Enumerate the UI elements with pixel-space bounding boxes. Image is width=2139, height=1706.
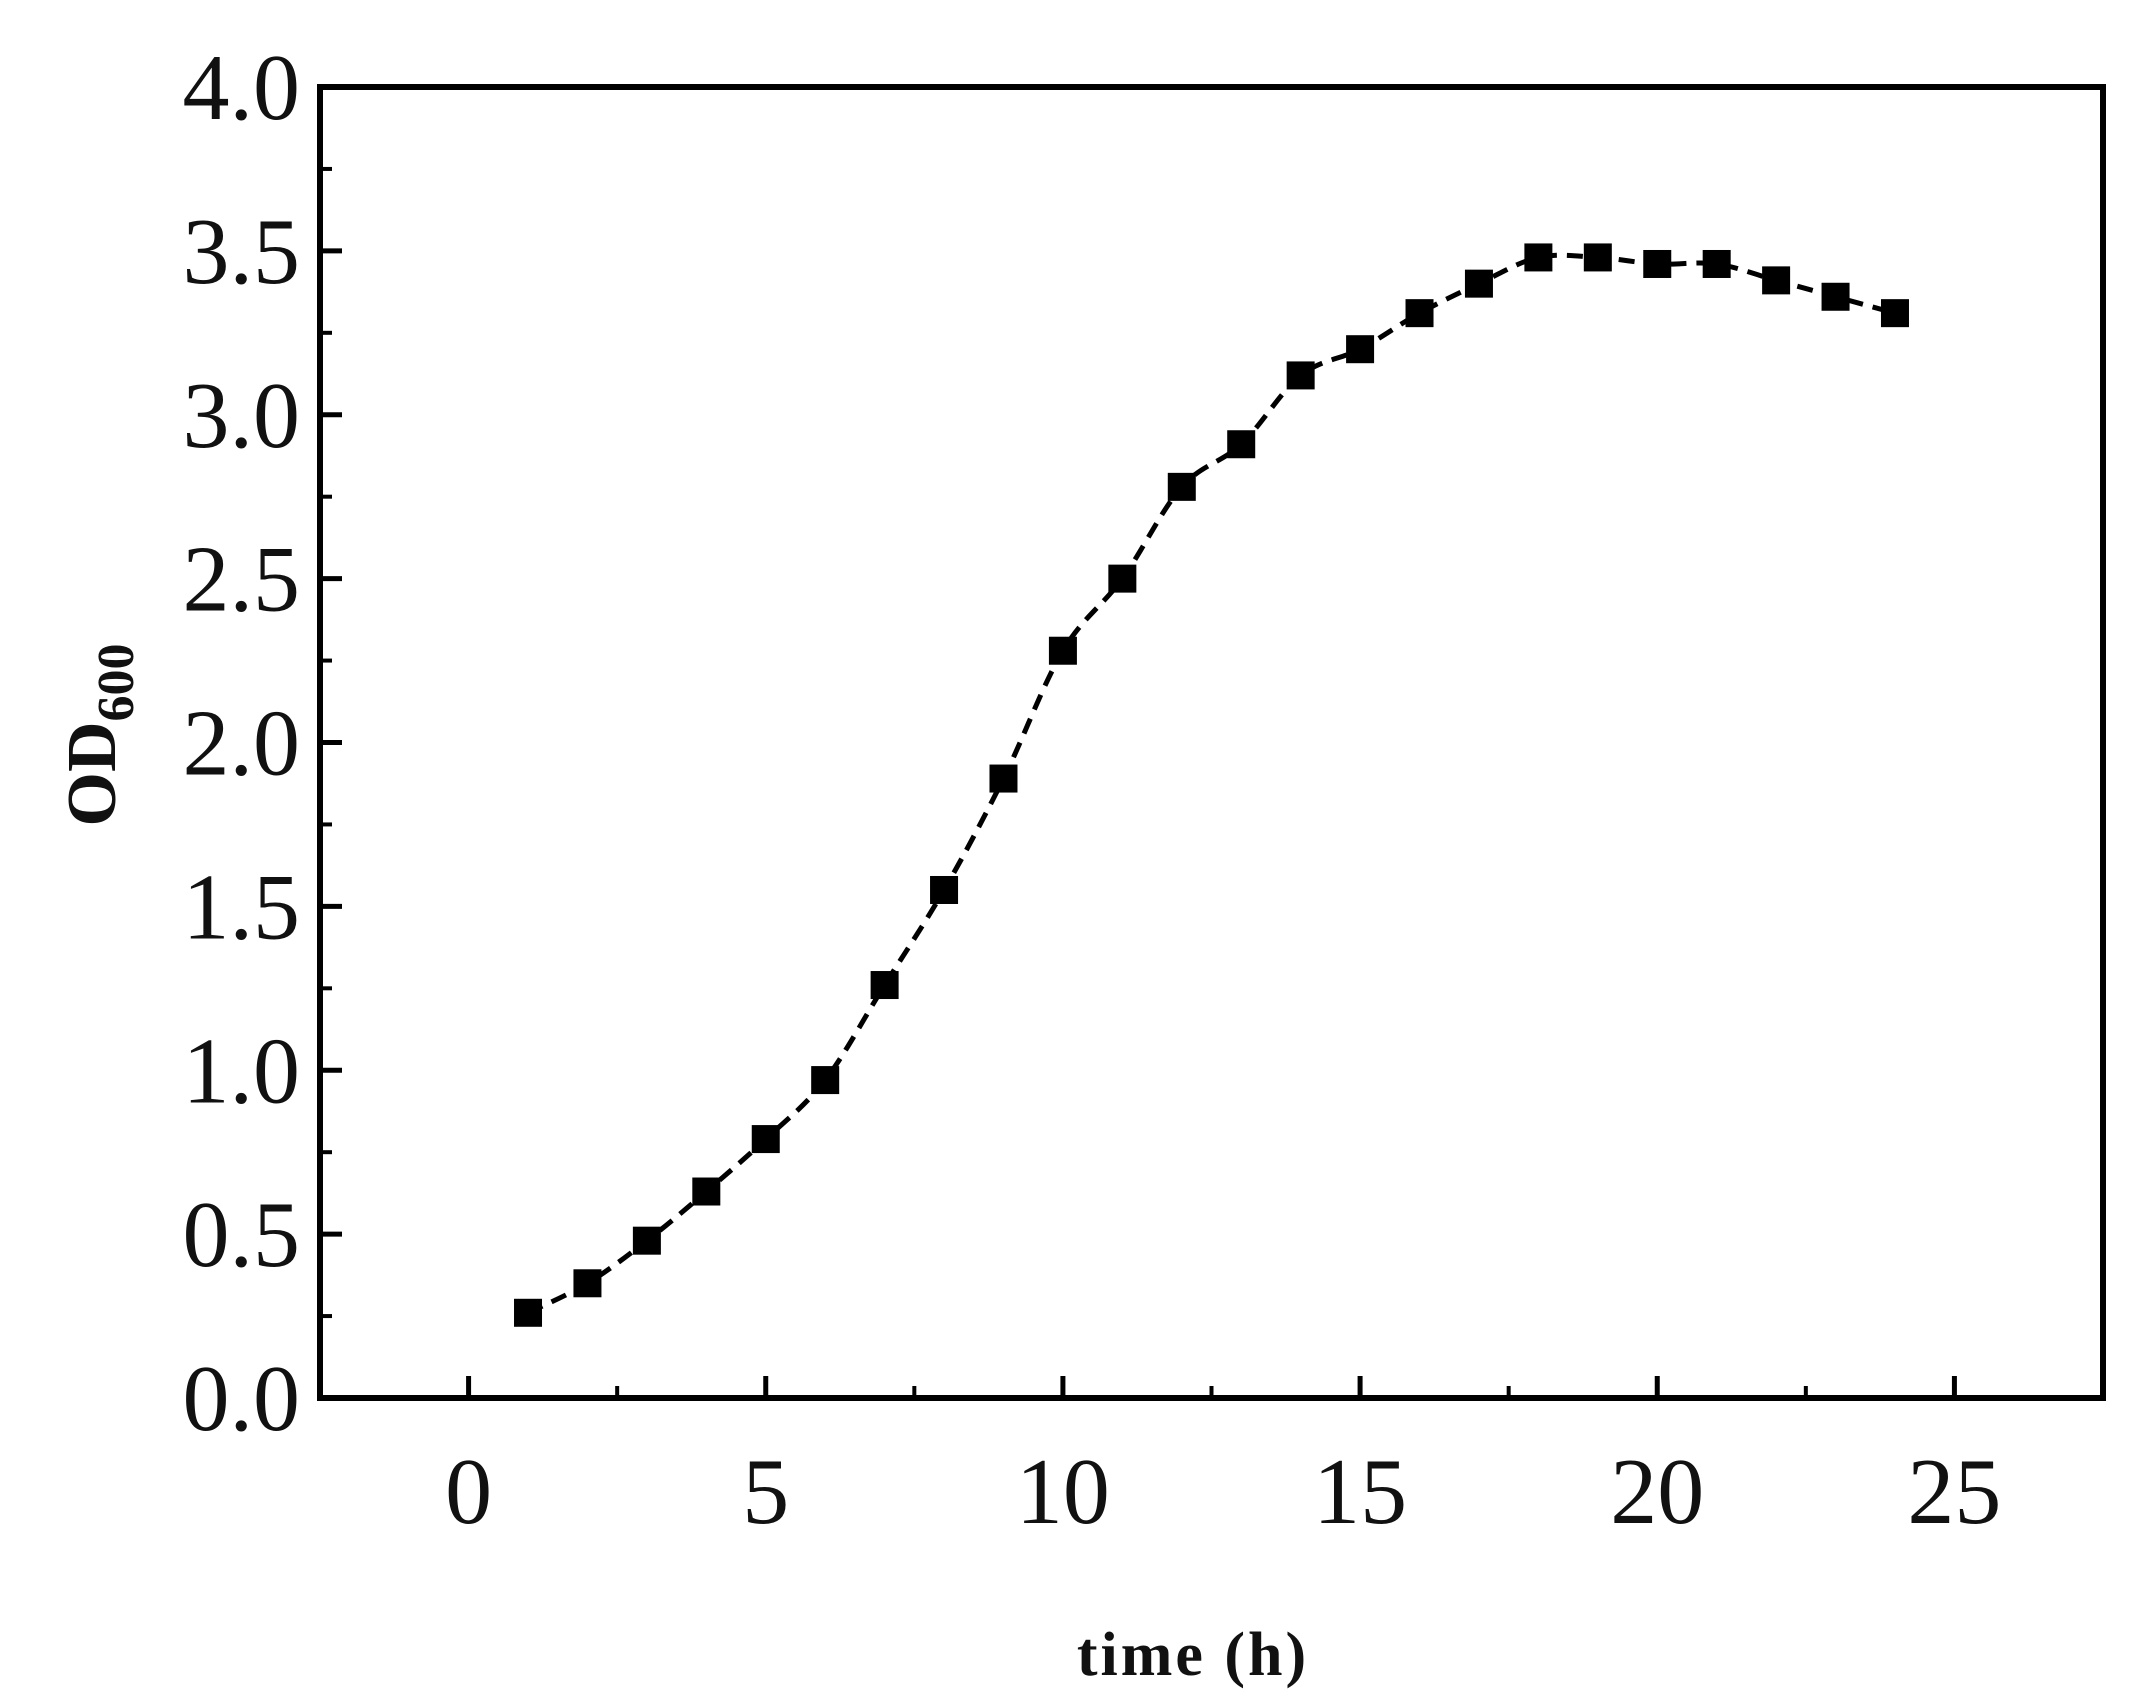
data-point [1464,269,1493,298]
data-point [1762,266,1791,295]
series-layer [514,243,1909,1327]
data-point [632,1226,661,1255]
y-tick-label: 1.0 [183,1019,301,1123]
axis-titles: time (h) OD600 [54,644,1309,1690]
y-tick-label: 3.0 [183,364,301,468]
data-point [1108,564,1137,593]
y-axis-label: OD600 [54,644,145,827]
y-axis-label-main: OD [54,722,131,827]
data-point [1405,299,1434,328]
data-point [1702,249,1731,278]
x-tick-label: 5 [742,1440,789,1544]
data-point [514,1298,543,1327]
data-point [1524,243,1553,272]
y-tick-label: 2.5 [183,528,301,632]
data-point [1821,282,1850,311]
data-point [692,1177,721,1206]
x-axis-label: time (h) [1077,1621,1309,1689]
series-line [526,252,1896,1316]
data-point [1048,636,1077,665]
y-tick-label: 2.0 [183,692,301,796]
data-point [1167,472,1196,501]
data-point [1227,430,1256,459]
data-point [1286,361,1315,390]
y-tick-label: 1.5 [183,855,301,959]
y-tick-label: 4.0 [183,36,301,140]
data-point [870,971,899,1000]
tick-labels: 0 5 10 15 20 25 0.0 0.5 1.0 1.5 2.0 2.5 3.0 3.5 4.0 [183,36,2002,1544]
y-axis-label-subscript: 600 [88,644,145,722]
data-point [989,764,1018,793]
data-point [751,1125,780,1154]
data-point [1643,249,1672,278]
x-tick-label: 20 [1610,1440,1704,1544]
data-point [1346,335,1375,364]
data-point [1583,243,1612,272]
axis-ticks [320,84,1957,1401]
data-point [811,1066,840,1095]
data-point [573,1269,602,1298]
x-tick-label: 0 [445,1440,492,1544]
data-point [1880,299,1909,328]
x-tick-label: 15 [1313,1440,1407,1544]
y-tick-label: 0.5 [183,1183,301,1287]
y-tick-label: 3.5 [183,200,301,304]
data-point [930,875,959,904]
y-tick-label: 0.0 [183,1347,301,1451]
x-tick-label: 10 [1016,1440,1110,1544]
x-tick-label: 25 [1907,1440,2001,1544]
